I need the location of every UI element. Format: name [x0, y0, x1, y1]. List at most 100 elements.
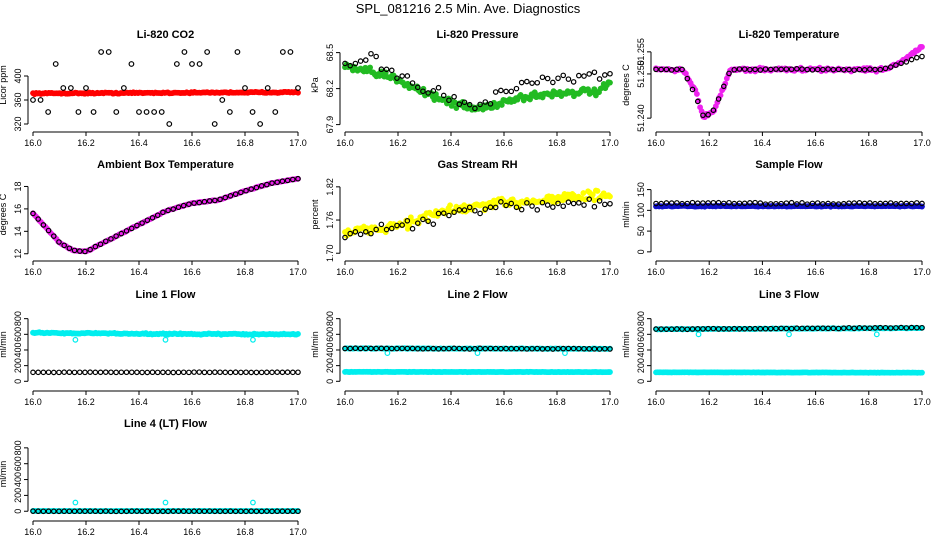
- data-point: [919, 324, 925, 331]
- data-point: [586, 71, 593, 77]
- data-point: [201, 198, 208, 205]
- data-point: [144, 369, 151, 376]
- data-point: [87, 508, 93, 514]
- data-point: [653, 66, 659, 73]
- data-point: [482, 99, 489, 105]
- data-point: [162, 336, 169, 343]
- data-point: [222, 369, 229, 376]
- x-tick-label: 16.4: [442, 397, 460, 407]
- y-tick-label: 200: [13, 358, 23, 373]
- data-point: [175, 508, 182, 514]
- data-point: [472, 207, 478, 214]
- data-point: [232, 369, 239, 376]
- data-point: [799, 325, 805, 332]
- y-tick-label: 360: [13, 92, 23, 107]
- data-point: [658, 200, 665, 207]
- x-tick-label: 16.0: [647, 397, 665, 407]
- data-point: [357, 58, 364, 64]
- data-point: [186, 508, 192, 515]
- data-point: [108, 236, 114, 242]
- data-point: [250, 336, 256, 343]
- series-secondary: [30, 508, 301, 515]
- data-point: [518, 79, 525, 86]
- data-point: [477, 101, 483, 108]
- data-point: [472, 345, 478, 352]
- data-point: [487, 345, 494, 352]
- data-point: [264, 85, 271, 91]
- y-tick-label: 14: [13, 226, 23, 236]
- data-point: [456, 101, 463, 108]
- series-secondary: [653, 199, 925, 207]
- data-point: [253, 369, 260, 376]
- data-point: [788, 199, 795, 206]
- y-tick-label: 200: [13, 488, 23, 503]
- data-point: [290, 369, 296, 376]
- data-point: [446, 97, 452, 104]
- data-point: [414, 345, 421, 352]
- data-point: [851, 325, 857, 332]
- data-point: [689, 199, 696, 206]
- data-point: [258, 183, 265, 189]
- x-tick-label: 16.0: [24, 138, 42, 148]
- data-point: [149, 369, 156, 376]
- x-tick-label: 16.4: [130, 138, 148, 148]
- data-point: [128, 508, 135, 515]
- data-point: [898, 324, 904, 331]
- data-point: [513, 204, 520, 211]
- data-point: [134, 508, 140, 514]
- series-primary: [30, 88, 301, 98]
- data-point: [440, 210, 447, 216]
- data-point: [206, 198, 213, 204]
- data-point: [446, 345, 452, 352]
- data-point: [555, 75, 561, 82]
- data-point: [191, 200, 197, 206]
- data-point: [342, 345, 348, 352]
- data-point: [773, 200, 779, 207]
- data-point: [414, 84, 421, 91]
- data-point: [867, 66, 873, 72]
- data-point: [722, 80, 729, 87]
- data-point: [342, 234, 348, 241]
- data-point: [607, 200, 613, 207]
- data-point: [352, 345, 359, 352]
- data-point: [139, 220, 145, 226]
- data-point: [295, 89, 301, 96]
- y-tick-label: 150: [636, 182, 646, 197]
- x-tick-label: 16.2: [700, 267, 718, 277]
- data-point: [456, 345, 463, 352]
- data-point: [279, 508, 286, 515]
- data-point: [352, 60, 359, 67]
- data-point: [534, 207, 541, 213]
- data-point: [154, 369, 161, 376]
- data-point: [653, 326, 659, 332]
- data-point: [882, 324, 889, 331]
- data-point: [893, 325, 899, 331]
- chart-title: Ambient Box Temperature: [97, 159, 234, 171]
- data-point: [97, 241, 104, 248]
- data-point: [238, 369, 244, 376]
- y-axis-label: ml/min: [310, 331, 320, 358]
- data-point: [368, 230, 374, 237]
- x-tick-label: 16.0: [647, 267, 665, 277]
- data-point: [134, 369, 140, 376]
- data-point: [404, 73, 411, 79]
- data-point: [87, 369, 93, 375]
- data-point: [82, 508, 88, 515]
- data-point: [762, 325, 769, 332]
- data-point: [508, 200, 515, 207]
- y-tick-label: 800: [636, 311, 646, 326]
- data-point: [414, 220, 421, 226]
- data-point: [118, 369, 125, 376]
- data-point: [492, 89, 499, 95]
- data-point: [357, 345, 364, 352]
- data-point: [196, 369, 203, 375]
- data-point: [804, 66, 811, 73]
- data-point: [783, 200, 790, 206]
- data-point: [825, 200, 831, 207]
- x-tick-label: 16.6: [183, 397, 201, 407]
- data-point: [741, 325, 748, 332]
- data-point: [383, 66, 390, 73]
- data-point: [222, 508, 229, 515]
- data-point: [856, 325, 863, 331]
- data-point: [731, 200, 738, 207]
